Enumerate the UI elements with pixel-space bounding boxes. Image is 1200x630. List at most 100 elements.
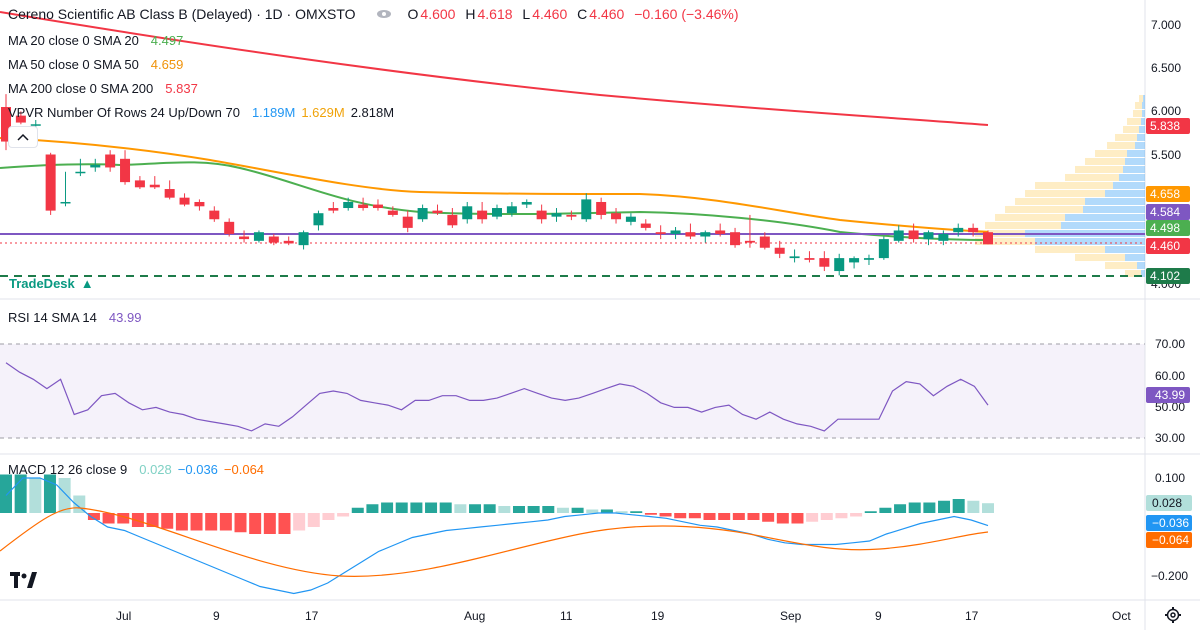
symbol-header[interactable]: Cereno Scientific AB Class B (Delayed) ·… (8, 6, 745, 22)
macd-bar (351, 507, 364, 513)
eye-icon[interactable] (376, 9, 392, 19)
macd-bar (219, 513, 232, 531)
macd-bar (718, 513, 731, 520)
candle-body (417, 208, 428, 220)
rsi-legend[interactable]: RSI 14 SMA 14 43.99 (8, 310, 141, 325)
candle-body (804, 258, 815, 260)
price-badge-label: 4.460 (1150, 239, 1180, 253)
macd-line (5, 477, 989, 595)
candle-body (313, 213, 324, 226)
candle-body (492, 208, 502, 217)
candle-body (328, 208, 339, 211)
macd-bar (542, 506, 555, 513)
ma20-legend[interactable]: MA 20 close 0 SMA 20 4.497 (8, 33, 183, 48)
time-tick-label: 17 (305, 609, 319, 623)
collapse-legend-button[interactable] (8, 126, 38, 148)
candle-body (819, 258, 830, 267)
candle-body (298, 232, 309, 246)
macd-signal-value: −0.064 (223, 462, 265, 477)
vpvr-label: VPVR Number Of Rows 24 Up/Down 70 (8, 105, 240, 120)
candle-body (908, 230, 919, 240)
gear-icon[interactable] (1164, 606, 1182, 624)
candle-body (670, 230, 681, 234)
ohlc-values: O 4.600 H 4.618 L 4.460 C 4.460 −0.160 (−3.4… (408, 6, 745, 22)
price-badge-label: 4.498 (1150, 221, 1180, 235)
macd-legend[interactable]: MACD 12 26 close 9 0.028 −0.036 −0.064 (8, 462, 264, 477)
ma200-legend[interactable]: MA 200 close 0 SMA 200 5.837 (8, 81, 198, 96)
macd-badge-label: 0.028 (1152, 496, 1182, 510)
macd-bar (278, 513, 291, 534)
candle-body (878, 239, 889, 259)
candle-body (744, 240, 755, 243)
price-badge (1146, 118, 1190, 134)
ma50-label: MA 50 close 0 SMA 50 (8, 57, 139, 72)
macd-histogram (0, 474, 994, 534)
macd-line-value: −0.036 (177, 462, 218, 477)
vpvr-row-up (1065, 214, 1145, 221)
ma50-legend[interactable]: MA 50 close 0 SMA 50 4.659 (8, 57, 183, 72)
candle-body (387, 210, 398, 215)
candle-body (60, 201, 71, 204)
time-tick-label: Oct (1112, 609, 1131, 623)
macd-bar (894, 504, 907, 513)
tradingview-logo-icon[interactable] (10, 570, 38, 590)
candle-body (90, 164, 101, 168)
macd-bar (498, 506, 511, 513)
vpvr-row-up (1137, 262, 1145, 269)
rsi-tick-label: 50.00 (1155, 400, 1185, 414)
macd-lines (0, 477, 989, 595)
vpvr-row-down (1133, 110, 1142, 117)
symbol-title[interactable]: Cereno Scientific AB Class B (Delayed) ·… (8, 6, 356, 22)
vpvr-row-down (1085, 158, 1125, 165)
macd-badge-label: −0.064 (1152, 533, 1189, 547)
macd-tick-label: −0.200 (1151, 569, 1188, 583)
macd-bar (600, 509, 613, 513)
ma200-value: 5.837 (165, 81, 198, 96)
macd-bar (410, 502, 423, 513)
price-tick-label: 5.500 (1151, 148, 1181, 162)
low-label: L (522, 6, 531, 22)
macd-bar (659, 513, 672, 517)
vpvr-row-up (1139, 126, 1145, 133)
macd-bar (395, 502, 408, 513)
macd-bar (175, 513, 188, 531)
macd-bar (249, 513, 262, 534)
candle-body (834, 258, 845, 272)
macd-bar (747, 513, 760, 520)
vpvr-row-up (1035, 238, 1145, 245)
price-tick-label: 7.000 (1151, 18, 1181, 32)
candle-body (1, 107, 11, 142)
candle-body (358, 204, 369, 209)
time-tick-label: 11 (560, 609, 573, 623)
macd-bar (820, 513, 833, 520)
candle-body (923, 232, 934, 240)
macd-bar (469, 504, 482, 513)
macd-bar (234, 513, 247, 533)
macd-bar (952, 499, 965, 513)
time-tick-label: 19 (651, 609, 665, 623)
vpvr-row-up (1061, 222, 1145, 229)
price-badge-label: 5.838 (1150, 119, 1180, 133)
candle-body (789, 256, 800, 259)
macd-bar (322, 513, 335, 520)
candle-body (551, 213, 562, 217)
candle-body (640, 223, 651, 228)
macd-bar (161, 513, 174, 529)
macd-bar (263, 513, 276, 534)
macd-bar (556, 507, 569, 513)
macd-badge (1146, 495, 1192, 511)
candle-body (774, 247, 785, 254)
vpvr-row-down (1105, 262, 1137, 269)
rsi-label: RSI 14 SMA 14 (8, 310, 97, 325)
vpvr-row-down (1065, 174, 1119, 181)
vpvr-legend[interactable]: VPVR Number Of Rows 24 Up/Down 70 1.189M… (8, 105, 394, 120)
macd-bar (43, 474, 56, 513)
macd-bar (117, 513, 130, 524)
candle-body (700, 232, 711, 237)
candle-body (209, 210, 220, 220)
macd-bar (615, 511, 628, 513)
vpvr-row-down (1127, 118, 1141, 125)
macd-bar (337, 513, 350, 517)
rsi-tick-label: 70.00 (1155, 337, 1185, 351)
